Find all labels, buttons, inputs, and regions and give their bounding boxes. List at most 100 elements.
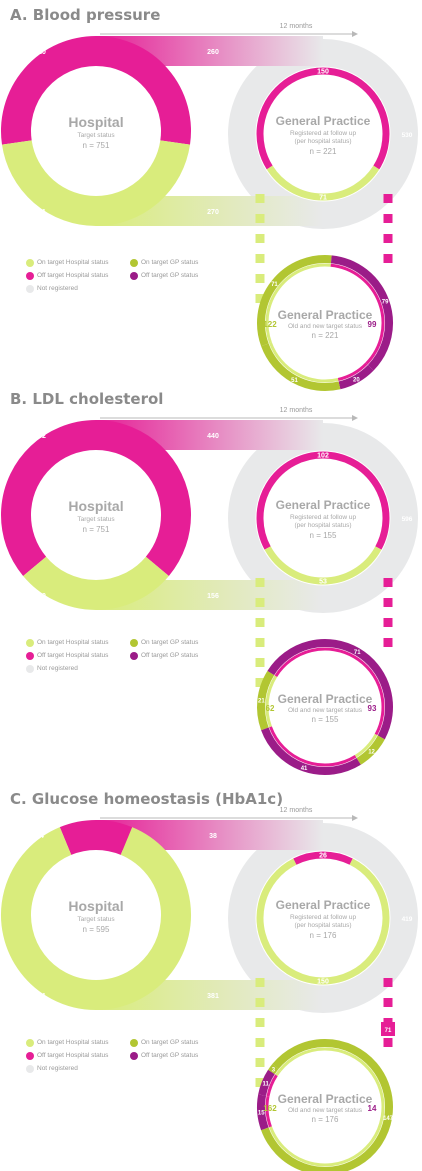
- hospital-value-on: 209: [34, 593, 46, 600]
- gp-registered-line1: Registered at follow up: [290, 514, 357, 521]
- hospital-arc-on: [17, 143, 175, 211]
- gp-registered-line1: Registered at follow up: [290, 130, 357, 137]
- legend-item-on-hospital: On target Hospital status: [26, 1039, 130, 1047]
- legend-swatch: [26, 1052, 34, 1060]
- gp-registered-n: n = 155: [310, 531, 337, 540]
- flow-label-on: 156: [207, 593, 219, 600]
- gp-old-new-title: General Practice: [278, 692, 373, 706]
- gp-old-new-value: 79: [382, 300, 389, 306]
- legend-item-off-hospital: Off target Hospital status: [26, 272, 130, 280]
- gp-old-new-value: 41: [301, 766, 308, 772]
- time-arrow-head: [352, 415, 358, 421]
- gp-registered-value-off: 102: [317, 453, 329, 460]
- legend-label: On target Hospital status: [37, 639, 109, 646]
- gp-not-registered-value: 530: [402, 132, 413, 139]
- legend-item-on-gp: On target GP status: [130, 259, 234, 267]
- legend: On target Hospital status On target GP st…: [26, 1036, 234, 1075]
- gp-old-new-n: n = 221: [312, 331, 339, 340]
- hospital-value-off: 542: [34, 433, 46, 440]
- gp-old-new-on-total: 122: [263, 320, 277, 329]
- chart-svg: 12 months 38 381 74 521 Hospital Target status…: [0, 790, 422, 1171]
- hospital-subtitle: Target status: [77, 916, 115, 923]
- legend-swatch: [26, 1065, 34, 1073]
- hospital-value-off: 74: [36, 833, 44, 840]
- legend-label: Not registered: [37, 285, 78, 292]
- legend-label: On target GP status: [141, 259, 198, 266]
- legend-swatch: [26, 285, 34, 293]
- gp-old-new-title: General Practice: [278, 308, 373, 322]
- gp-registered-title: General Practice: [276, 498, 371, 512]
- hospital-title: Hospital: [68, 898, 123, 914]
- flow-label-off: 260: [207, 49, 219, 56]
- gp-old-new-line1: Old and new target status: [288, 323, 363, 330]
- legend-item-on-hospital: On target Hospital status: [26, 639, 130, 647]
- legend-label: On target Hospital status: [37, 1039, 109, 1046]
- gp-old-new-value: 147: [383, 1116, 394, 1122]
- legend-swatch: [26, 639, 34, 647]
- hospital-value-on: 521: [34, 993, 46, 1000]
- gp-old-new-n: n = 176: [312, 1115, 339, 1124]
- legend-swatch: [130, 1052, 138, 1060]
- legend-label: Not registered: [37, 665, 78, 672]
- legend-swatch: [26, 665, 34, 673]
- chart-svg: 12 months260270410341HospitalTarget stat…: [0, 6, 422, 386]
- gp-old-new-line1: Old and new target status: [288, 707, 363, 714]
- flow-label-off: 38: [209, 833, 217, 840]
- legend-item-on-hospital: On target Hospital status: [26, 259, 130, 267]
- hospital-n: n = 751: [83, 525, 110, 534]
- flow-label-on: 381: [207, 993, 219, 1000]
- legend-item-not-registered: Not registered: [26, 665, 130, 673]
- flow-label-on: 270: [207, 209, 219, 216]
- legend-swatch: [26, 259, 34, 267]
- panel-3: C. Glucose homeostasis (HbA1c) 12 months 3…: [0, 790, 422, 1171]
- legend-item-off-gp: Off target GP status: [130, 272, 234, 280]
- gp-registered-line2: (per hospital status): [294, 922, 351, 929]
- legend-swatch: [130, 652, 138, 660]
- legend-item-not-registered: Not registered: [26, 285, 130, 293]
- legend-label: Off target GP status: [141, 272, 198, 279]
- panel-1: A. Blood pressure 12 months 260 270 410 341 Ho…: [0, 6, 422, 386]
- hospital-subtitle: Target status: [77, 132, 115, 139]
- legend-swatch: [130, 1039, 138, 1047]
- legend-label: On target GP status: [141, 639, 198, 646]
- gp-old-new-value: 51: [291, 378, 298, 384]
- legend-swatch: [130, 259, 138, 267]
- legend-label: On target Hospital status: [37, 259, 109, 266]
- gp-registered-value-on: 150: [317, 979, 329, 986]
- gp-old-new-value: 71: [354, 650, 361, 656]
- hospital-n: n = 751: [83, 141, 110, 150]
- gp-registered-value-off: 150: [317, 69, 329, 76]
- chart-svg: 12 months440156542209HospitalTarget stat…: [0, 390, 422, 770]
- hospital-arc-on: [35, 566, 158, 595]
- gp-registered-value-off: 26: [319, 853, 327, 860]
- gp-old-new-value: 20: [353, 377, 360, 383]
- gp-old-new-title: General Practice: [278, 1092, 373, 1106]
- gp-not-registered-value: 596: [402, 516, 413, 523]
- hospital-value-on: 341: [34, 209, 46, 216]
- panel-2: B. LDL cholesterol 12 months 440 156 542 209 H…: [0, 390, 422, 770]
- gp-old-new-on-total: 62: [266, 704, 275, 713]
- legend-item-off-hospital: Off target Hospital status: [26, 1052, 130, 1060]
- legend-item-off-hospital: Off target Hospital status: [26, 652, 130, 660]
- gp-not-registered-value: 419: [402, 916, 413, 923]
- gp-old-new-value: 11: [262, 1082, 269, 1088]
- side-label: 71: [385, 1028, 392, 1034]
- legend-swatch: [26, 1039, 34, 1047]
- gp-registered-line2: (per hospital status): [294, 522, 351, 529]
- legend-label: On target GP status: [141, 1039, 198, 1046]
- legend-item-not-registered: Not registered: [26, 1065, 130, 1073]
- gp-registered-title: General Practice: [276, 114, 371, 128]
- gp-old-new-n: n = 155: [312, 715, 339, 724]
- hospital-n: n = 595: [83, 925, 110, 934]
- gp-old-new-value: 21: [258, 699, 265, 705]
- legend-label: Not registered: [37, 1065, 78, 1072]
- legend-label: Off target Hospital status: [37, 1052, 108, 1059]
- legend-item-on-gp: On target GP status: [130, 639, 234, 647]
- gp-registered-line1: Registered at follow up: [290, 914, 357, 921]
- gp-registered-value-on: 71: [319, 195, 327, 202]
- gp-old-new-value: 12: [368, 749, 375, 755]
- time-arrow-label: 12 months: [280, 407, 313, 414]
- legend-label: Off target Hospital status: [37, 652, 108, 659]
- legend: On target Hospital status On target GP st…: [26, 256, 234, 295]
- gp-registered-value-on: 53: [319, 579, 327, 586]
